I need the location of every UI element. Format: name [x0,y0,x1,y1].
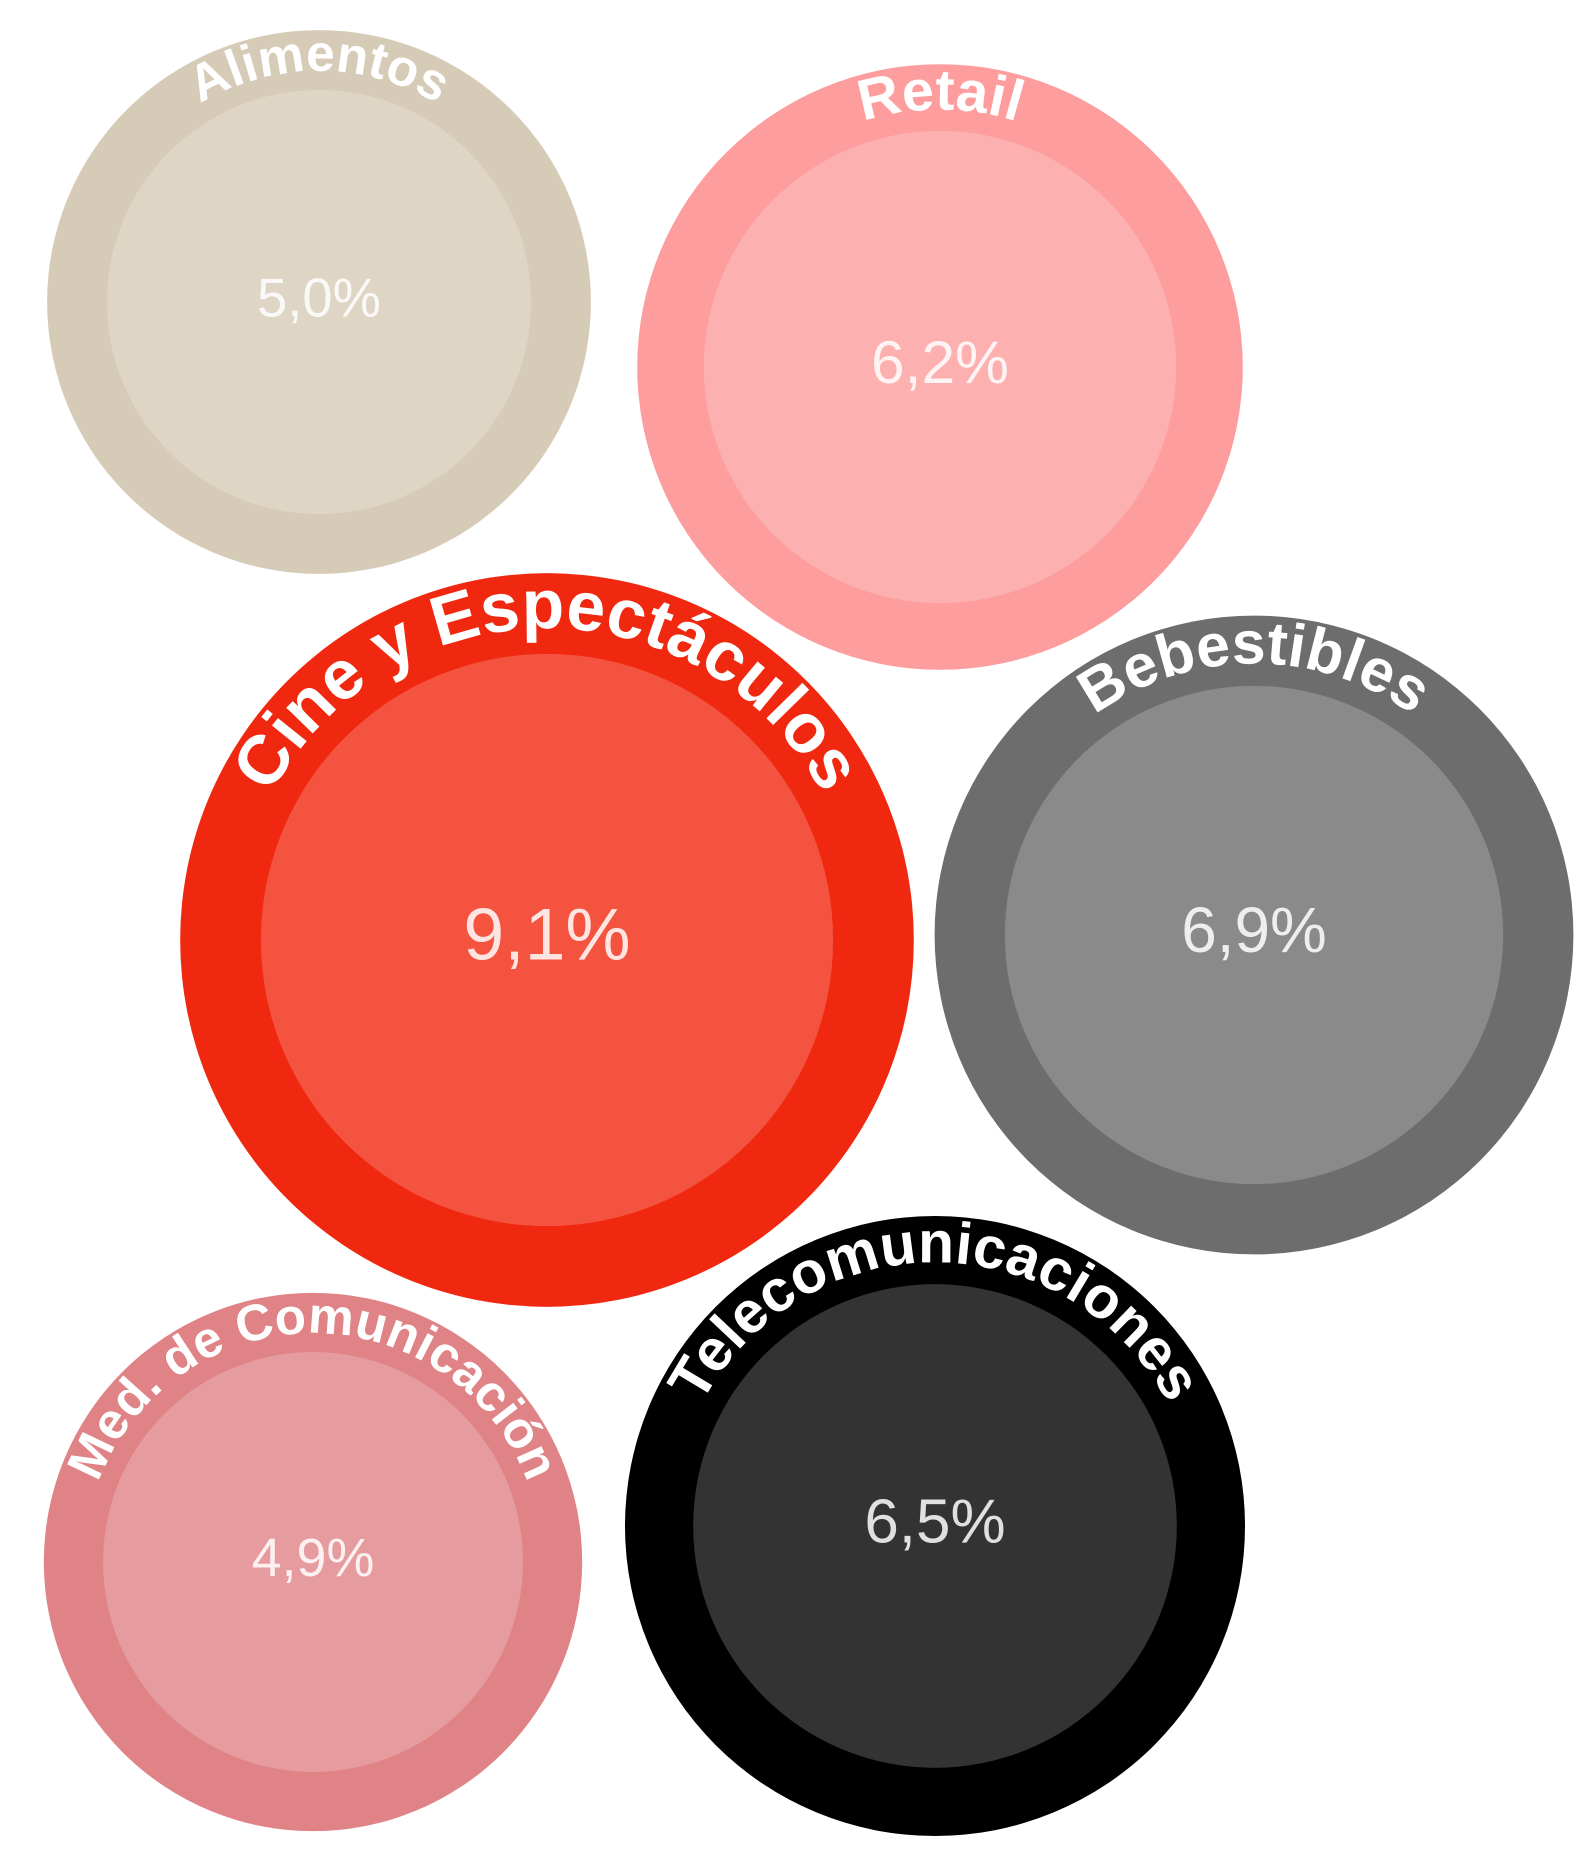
category-label-path: Retail [851,58,1031,134]
value-label: 6,2% [871,328,1009,396]
value-label: 9,1% [463,893,630,975]
bubble [934,615,1574,1255]
bubble [180,573,914,1307]
bubble [637,64,1243,670]
bubble [624,1215,1246,1837]
bubble-inner [260,653,834,1227]
category-label: Retail [851,58,1031,134]
value-label: 5,0% [257,267,381,328]
bubble [47,30,591,574]
bubble-inner [1004,685,1504,1185]
bubble-inner [103,1352,523,1772]
value-label: 4,9% [252,1528,375,1588]
bubble-group: Retail 6,2% [637,58,1243,670]
bubble-inner [106,89,532,515]
value-label: 6,9% [1181,894,1327,966]
value-label: 6,5% [864,1487,1005,1556]
bubble-inner [703,130,1177,604]
bubble [43,1292,583,1832]
bubble-inner [693,1284,1177,1768]
